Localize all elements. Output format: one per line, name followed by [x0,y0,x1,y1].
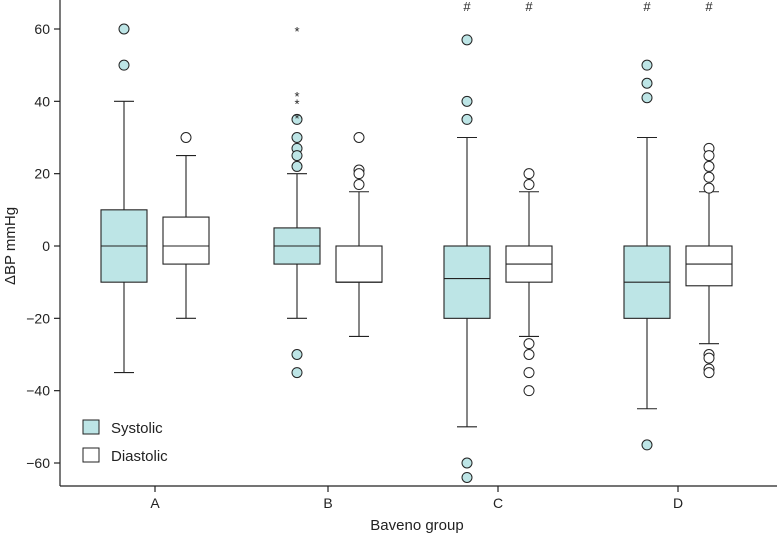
y-tick-label: 0 [42,238,50,254]
outlier-point [291,150,303,162]
outlier-point [353,132,365,143]
outlier-point [703,150,715,162]
box-diastolic-a [162,132,210,319]
legend: Systolic Diastolic [82,419,168,465]
legend-swatch-systolic [82,419,100,435]
outlier-point [461,471,473,483]
iqr-box [685,245,733,287]
legend-label-diastolic: Diastolic [111,448,168,465]
outlier-point [118,59,130,71]
outlier-point [523,179,535,191]
outlier-point [641,439,653,451]
box-systolic-b: **** [273,24,321,379]
outlier-point [291,113,303,125]
x-tick-label: A [150,495,160,511]
outlier-point [461,457,473,469]
outlier-point [291,160,303,172]
x-tick-label: D [673,495,683,511]
significance-mark: # [705,0,713,14]
outlier-point [118,23,130,35]
y-axis-title: ΔBP mmHg [2,207,19,285]
outlier-point [180,132,192,143]
outlier-point [523,385,535,397]
outlier-point [523,367,535,379]
significance-mark: # [463,0,471,14]
y-tick-label: −60 [26,455,50,471]
outlier-point [641,92,653,104]
y-axis: −60 −40 −20 0 20 40 60 [26,0,61,486]
box-systolic-c: # [443,0,491,483]
box-systolic-d: # [623,0,671,451]
x-tick-label: C [493,495,503,511]
outlier-point [703,367,715,379]
outlier-point [703,182,715,194]
extreme-star: * [294,89,299,104]
significance-mark: # [525,0,533,14]
outlier-point [353,168,365,180]
outlier-point [353,179,365,191]
y-tick-label: 60 [34,21,50,37]
legend-swatch-diastolic [82,447,100,463]
extreme-star: * [294,111,299,126]
outlier-point [641,59,653,71]
box-systolic-a [100,23,148,374]
iqr-box [162,216,210,265]
x-tick-label: B [323,495,332,511]
outlier-point [703,160,715,172]
outlier-point [291,367,303,379]
box-diastolic-b [335,132,383,337]
y-tick-label: −40 [26,383,50,399]
box-diastolic-c: # [505,0,553,397]
outlier-point [703,171,715,183]
y-tick-label: 20 [34,166,50,182]
outlier-point [461,113,473,125]
outlier-point [523,168,535,180]
legend-label-systolic: Systolic [111,420,163,437]
extreme-star: * [294,96,299,111]
iqr-box [335,245,383,283]
box-diastolic-d: # [685,0,733,379]
extreme-star: * [294,24,299,39]
outlier-point [523,349,535,360]
x-axis: A B C D [60,485,777,511]
plot-area: ****# ## # [100,0,733,483]
outlier-point [703,352,715,364]
significance-mark: # [643,0,651,14]
y-tick-label: 40 [34,93,50,109]
outlier-point [461,95,473,107]
y-tick-label: −20 [26,310,50,326]
x-axis-title: Baveno group [370,517,463,534]
iqr-box [443,245,491,319]
outlier-point [291,132,303,143]
outlier-point [523,338,535,350]
outlier-point [641,77,653,89]
outlier-point [461,34,473,46]
outlier-point [291,349,303,360]
